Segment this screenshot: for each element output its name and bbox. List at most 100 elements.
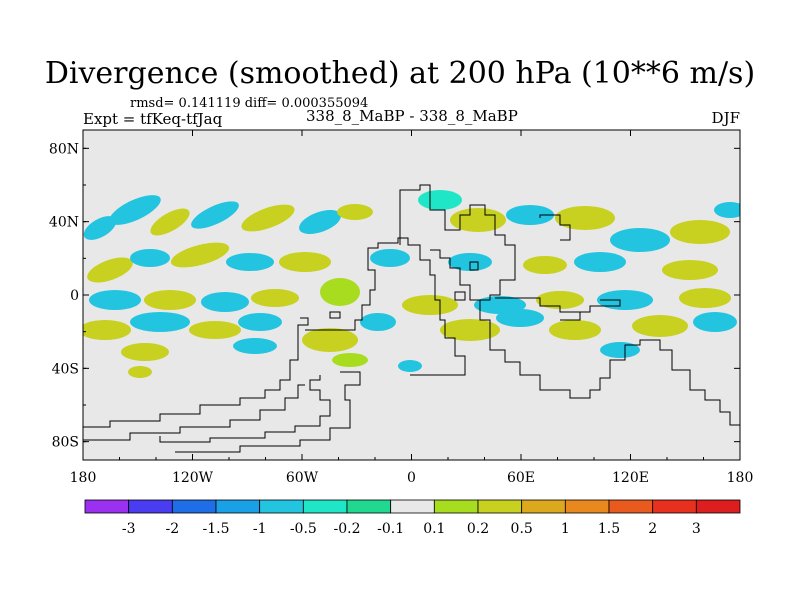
x-tick-label: 120W: [172, 470, 214, 486]
coastline-small-island: [469, 261, 479, 271]
coastline-eurasia-west: [399, 184, 516, 301]
field-negative-area: [201, 292, 249, 312]
colorbar-swatch: [215, 499, 261, 514]
field-positive-area: [450, 208, 506, 232]
colorbar-swatch: [433, 499, 479, 514]
colorbar-swatch: [128, 499, 173, 514]
field-negative-area: [574, 252, 626, 272]
field-negative-area: [398, 360, 422, 372]
field-negative-area: [360, 313, 396, 331]
colorbar-swatch: [564, 499, 610, 514]
field-negative-area: [600, 342, 640, 358]
y-tick-label: 40N: [49, 215, 79, 231]
field-negative-area: [418, 190, 462, 210]
divergence-field: [83, 190, 740, 378]
field-positive-area: [83, 320, 131, 340]
field-negative-area: [370, 249, 410, 267]
field-positive-area: [189, 321, 241, 339]
field-positive-area: [144, 290, 196, 310]
colorbar-label: -3: [122, 521, 136, 537]
colorbar-label: 0.2: [467, 521, 489, 537]
coastline-americas: [83, 317, 309, 428]
field-negative-area: [233, 338, 277, 354]
colorbar-label: 1.5: [598, 521, 620, 537]
coastline-africa: [305, 237, 466, 376]
colorbar-label: -0.1: [377, 521, 404, 537]
coastline-small-island: [454, 291, 466, 301]
field-negative-area: [610, 228, 670, 252]
field-negative-area: [191, 201, 239, 229]
x-tick-label: 120E: [612, 470, 649, 486]
field-positive-area: [251, 289, 299, 307]
field-positive-area: [279, 252, 331, 272]
field-negative-area: [226, 253, 274, 271]
colorbar-swatch: [521, 499, 566, 514]
field-negative-area: [89, 290, 141, 310]
continent-outlines: [83, 184, 740, 453]
field-positive-area: [150, 208, 190, 236]
field-positive-area: [632, 315, 688, 337]
colorbar-swatch: [259, 499, 304, 514]
field-positive-area: [337, 204, 373, 220]
field-negative-area: [130, 249, 170, 267]
coastline-antarctica-peninsula: [159, 375, 331, 443]
y-tick-label: 80N: [49, 141, 79, 157]
colorbar-swatch: [477, 499, 523, 514]
field-positive-area: [402, 295, 458, 315]
field-positive-area: [662, 260, 718, 280]
field-negative-area: [130, 312, 190, 332]
colorbar-label: -0.2: [334, 521, 361, 537]
coastline-asia-island: [539, 214, 571, 241]
season-label: DJF: [711, 109, 740, 127]
field-positive-area: [549, 320, 601, 340]
colorbar-swatch: [302, 499, 348, 514]
colorbar: -3 -2 -1.5 -1 -0.5 -0.2 -0.1 0.1 0.2 0.5 1 1.5 2 3: [84, 499, 741, 537]
field-negative-area: [83, 216, 117, 240]
runs-label: 338_8_MaBP - 338_8_MaBP: [306, 107, 518, 125]
x-tick-label: 180: [70, 470, 97, 486]
colorbar-swatch: [695, 499, 741, 514]
colorbar-label: -1.5: [203, 521, 230, 537]
colorbar-swatch: [390, 499, 435, 514]
field-negative-area: [238, 313, 282, 331]
colorbar-label: 0.1: [423, 521, 445, 537]
field-positive-area: [555, 206, 615, 230]
field-positive-area: [523, 256, 567, 274]
coastline-antarctica-west: [83, 384, 305, 441]
colorbar-label: 2: [648, 521, 657, 537]
field-positive-area: [320, 278, 360, 306]
colorbar-swatch: [84, 499, 130, 514]
map-axes: 180 120W 60W 0 60E 120E 180 80N 40N 0 40S 80S: [49, 130, 753, 486]
field-positive-area: [536, 291, 584, 309]
coastline-maritime-continent: [495, 297, 621, 313]
colorbar-label: 3: [692, 521, 701, 537]
plot-title: Divergence (smoothed) at 200 hPa (10**6 …: [44, 56, 756, 91]
field-negative-area: [506, 205, 554, 225]
field-positive-area: [128, 366, 152, 378]
colorbar-swatch: [171, 499, 217, 514]
coastline-small-island: [329, 311, 341, 319]
coastline-antarctica-east: [175, 371, 361, 453]
colorbar-swatch: [652, 499, 697, 514]
colorbar-swatch: [608, 499, 654, 514]
colorbar-label: -1: [253, 521, 267, 537]
field-positive-area: [241, 204, 295, 232]
colorbar-swatch: [346, 499, 392, 514]
field-positive-area: [332, 353, 368, 367]
coastline-island: [560, 312, 581, 321]
coastline-antarctica-indian: [470, 299, 740, 426]
field-positive-area: [170, 242, 230, 268]
field-positive-area: [679, 288, 731, 308]
experiment-label: Expt = tfKeq-tfJaq: [83, 110, 223, 128]
field-negative-area: [714, 202, 740, 218]
x-tick-label: 0: [407, 470, 416, 486]
y-tick-label: 40S: [52, 361, 79, 377]
x-tick-label: 180: [727, 470, 754, 486]
field-negative-area: [109, 195, 161, 225]
colorbar-label: 1: [561, 521, 570, 537]
field-negative-area: [597, 290, 653, 310]
field-positive-area: [440, 319, 500, 341]
colorbar-label: -0.5: [290, 521, 317, 537]
field-negative-area: [496, 309, 544, 327]
